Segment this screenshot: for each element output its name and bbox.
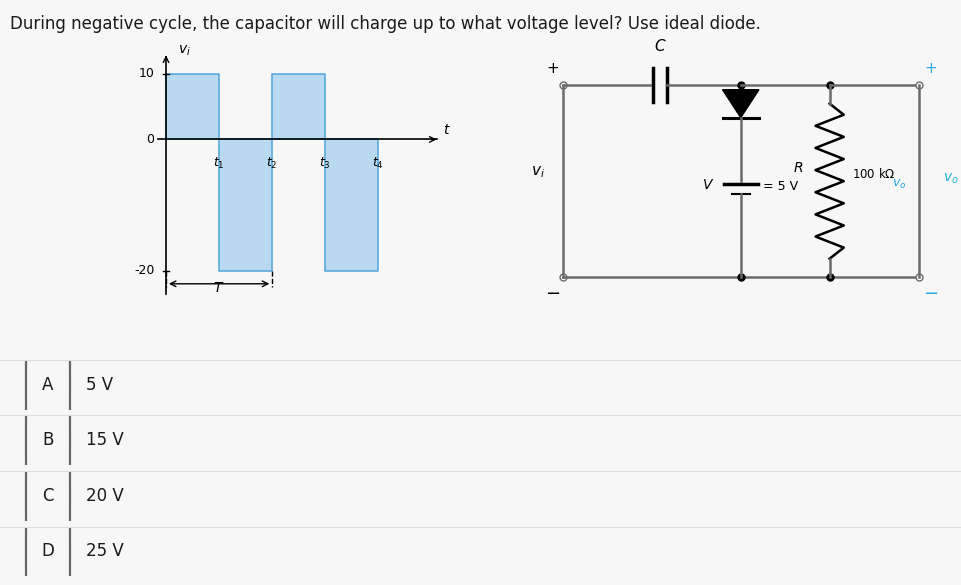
- Text: $t_2$: $t_2$: [266, 156, 278, 171]
- Text: $C$: $C$: [653, 38, 666, 54]
- Text: = 5 V: = 5 V: [762, 181, 798, 194]
- Text: C: C: [42, 487, 54, 505]
- Text: +: +: [546, 61, 558, 75]
- Text: −: −: [545, 285, 560, 303]
- Text: 5 V: 5 V: [86, 376, 113, 394]
- Text: $v_i$: $v_i$: [530, 164, 544, 180]
- Text: $V$: $V$: [702, 178, 714, 192]
- Text: 0: 0: [146, 133, 154, 146]
- Text: 15 V: 15 V: [86, 431, 124, 449]
- Text: B: B: [42, 431, 54, 449]
- Text: $t_3$: $t_3$: [319, 156, 331, 171]
- Text: 100 k$\Omega$: 100 k$\Omega$: [851, 167, 895, 181]
- Text: $v_o$: $v_o$: [891, 178, 905, 191]
- Text: A: A: [42, 376, 54, 394]
- Text: 25 V: 25 V: [86, 542, 124, 560]
- Text: $t_4$: $t_4$: [372, 156, 383, 171]
- Text: $R$: $R$: [792, 161, 802, 175]
- Text: $T$: $T$: [213, 281, 225, 295]
- Text: D: D: [41, 542, 55, 560]
- Text: $t$: $t$: [443, 123, 451, 137]
- Text: $t_1$: $t_1$: [213, 156, 225, 171]
- Text: During negative cycle, the capacitor will charge up to what voltage level? Use i: During negative cycle, the capacitor wil…: [10, 15, 760, 33]
- Text: 10: 10: [138, 67, 154, 80]
- Text: -20: -20: [134, 264, 154, 277]
- Text: 20 V: 20 V: [86, 487, 124, 505]
- Text: $v_i$: $v_i$: [178, 44, 190, 58]
- Text: +: +: [924, 61, 936, 75]
- Polygon shape: [722, 90, 758, 118]
- Text: $v_o$: $v_o$: [942, 171, 957, 185]
- Text: −: −: [923, 285, 937, 303]
